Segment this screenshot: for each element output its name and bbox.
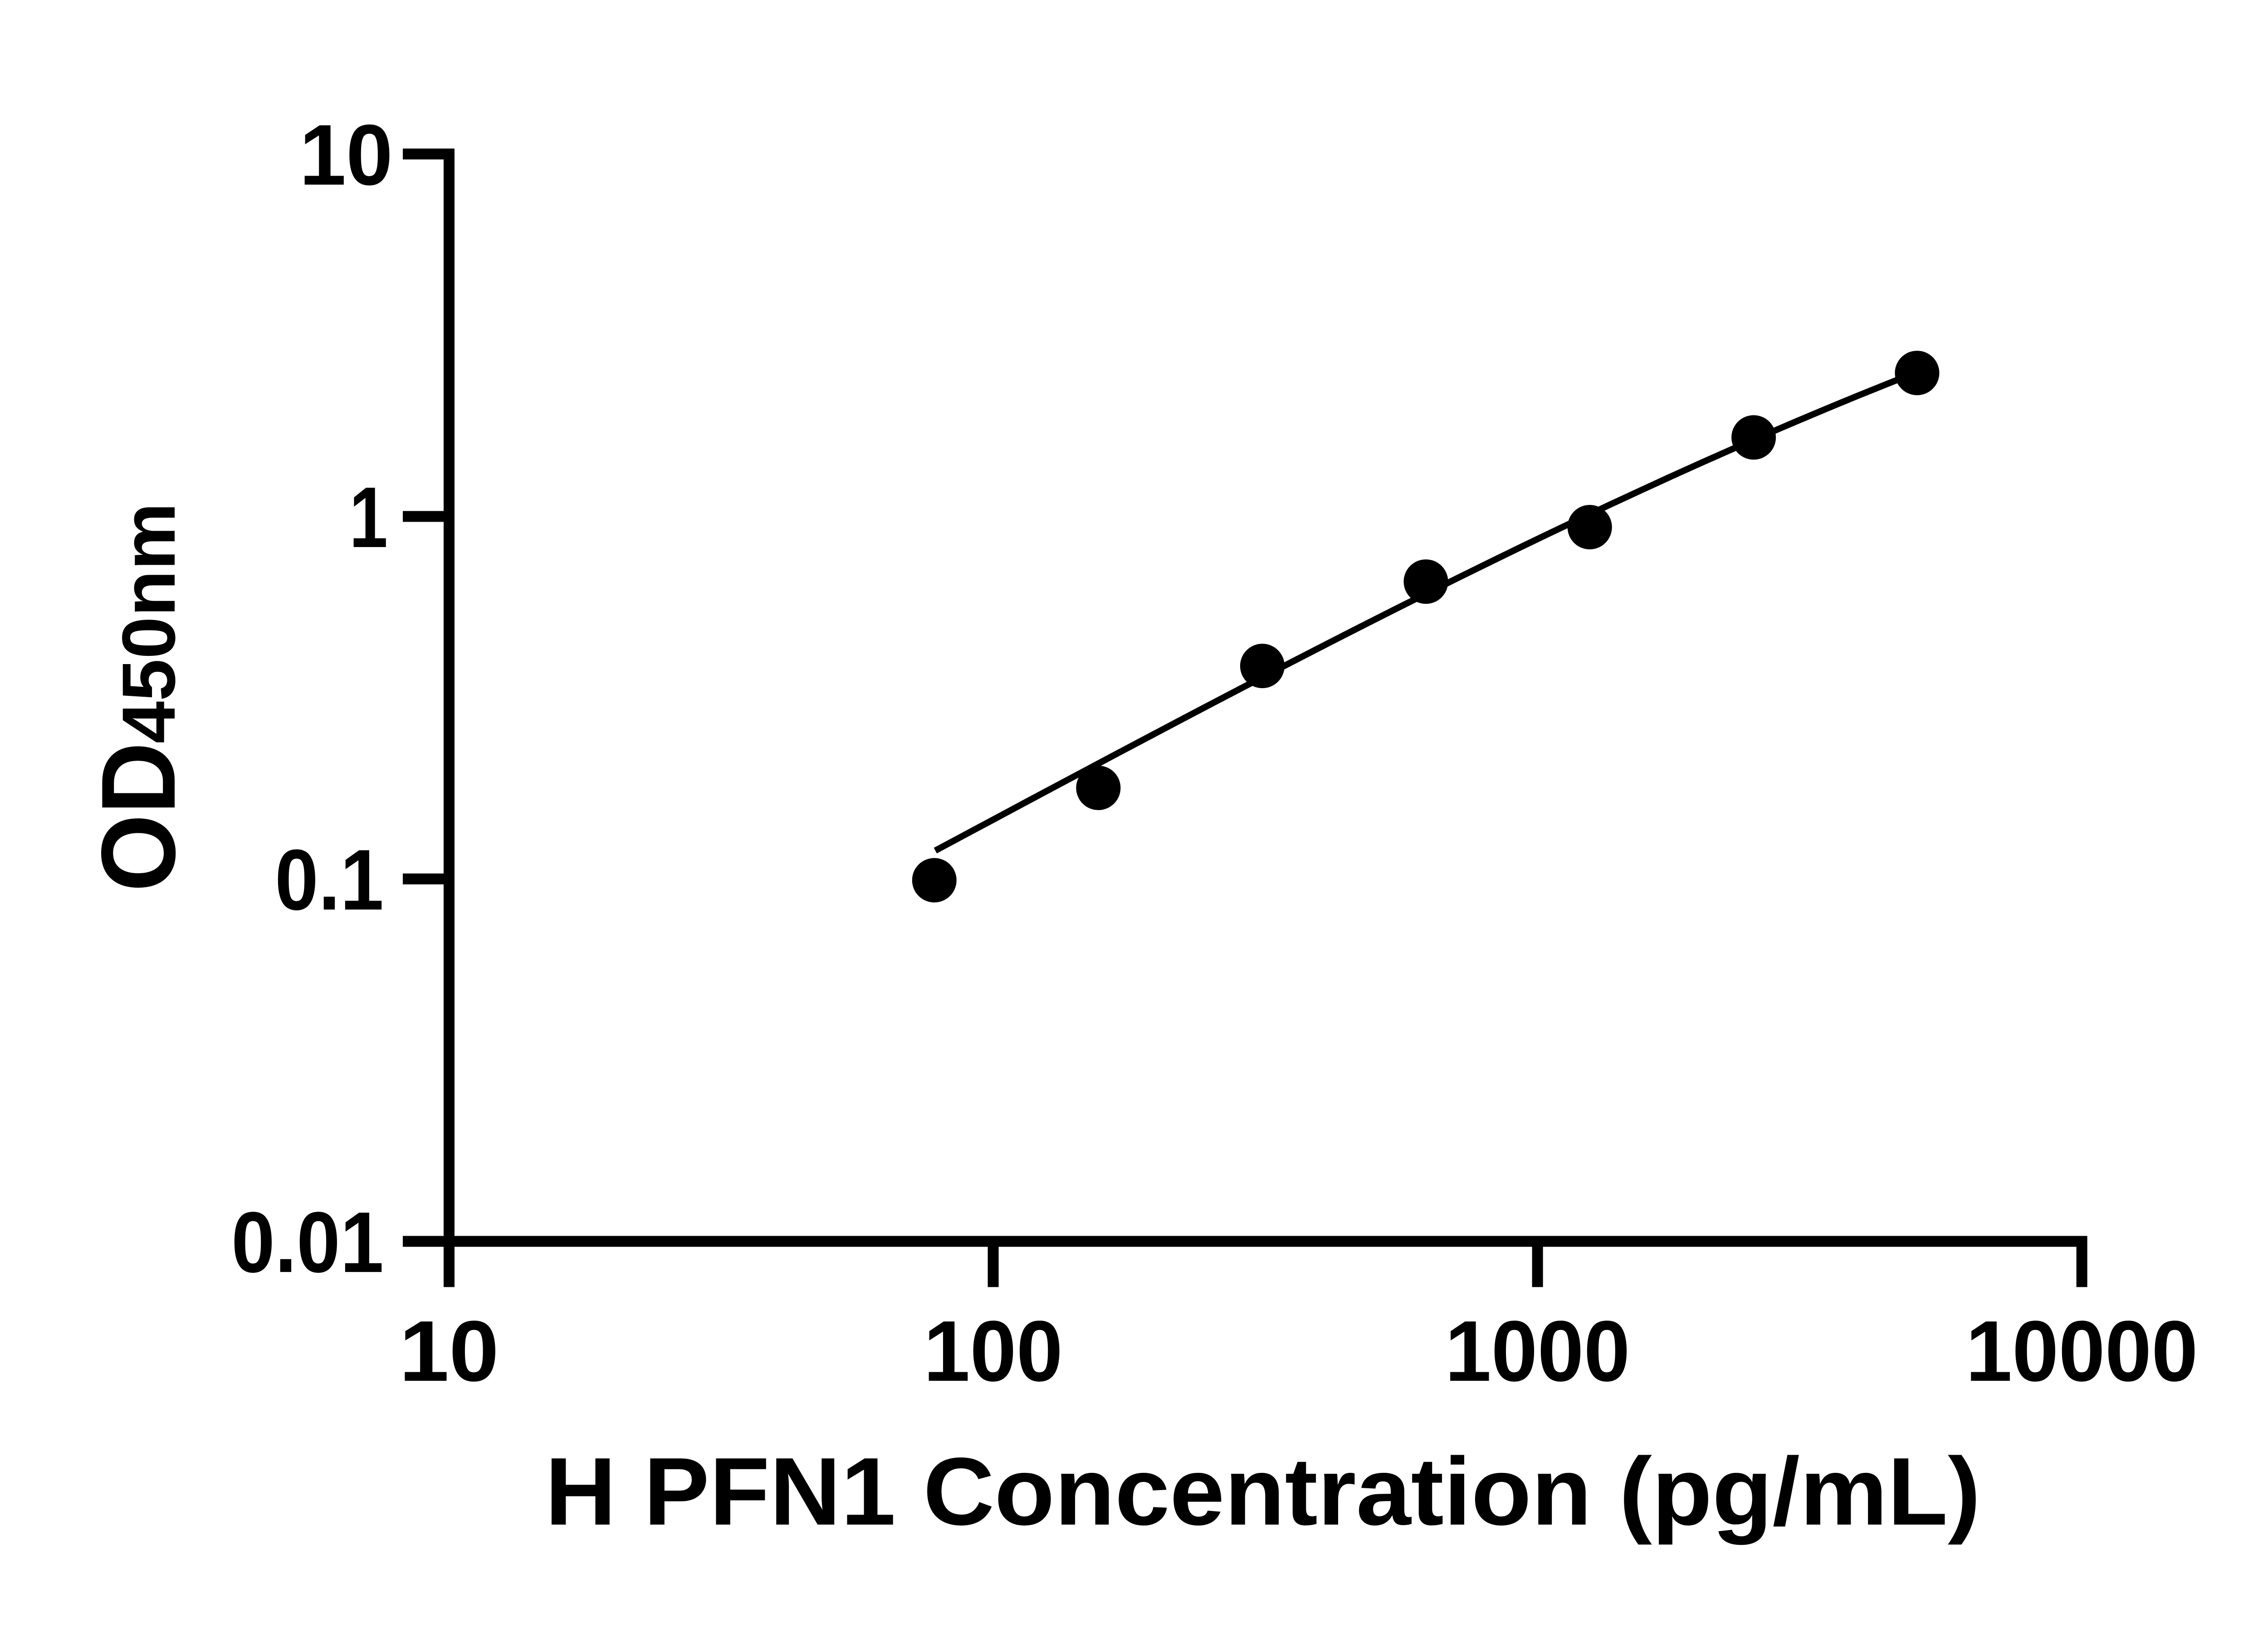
svg-text:OD: OD	[80, 742, 197, 892]
svg-text:0.01: 0.01	[231, 1194, 384, 1291]
svg-text:1: 1	[349, 469, 388, 566]
svg-text:10: 10	[299, 107, 393, 203]
svg-text:H PFN1 Concentration (pg/mL): H PFN1 Concentration (pg/mL)	[545, 1437, 1981, 1545]
svg-text:1000: 1000	[1445, 1303, 1630, 1399]
svg-text:100: 100	[924, 1303, 1063, 1399]
svg-text:0.1: 0.1	[275, 832, 384, 928]
svg-text:10: 10	[399, 1303, 499, 1399]
svg-text:10000: 10000	[1966, 1303, 2198, 1399]
svg-text:450nm: 450nm	[107, 503, 191, 743]
